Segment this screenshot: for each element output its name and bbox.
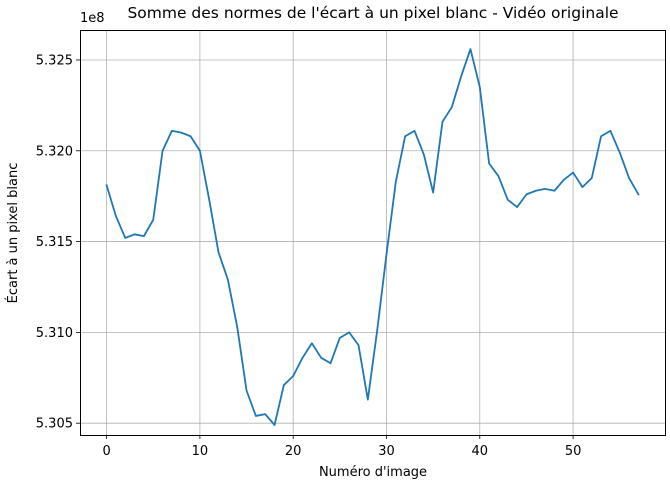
series-line <box>105 48 640 426</box>
y-axis-title: Écart à un pixel blanc <box>5 163 21 304</box>
y-tick-label: 5.325 <box>36 53 73 68</box>
x-tick-label: 50 <box>565 444 582 459</box>
y-axis-ticks: 5.305 5.310 5.315 5.320 5.325 <box>36 53 80 432</box>
chart-title: Somme des normes de l'écart à un pixel b… <box>127 4 618 22</box>
y-tick-label: 5.315 <box>36 235 73 250</box>
x-tick-label: 20 <box>285 444 302 459</box>
x-tick-label: 0 <box>102 444 110 459</box>
x-tick-label: 10 <box>192 444 209 459</box>
x-axis-title: Numéro d'image <box>319 465 427 480</box>
grid-lines <box>80 30 665 435</box>
y-tick-label: 5.320 <box>36 144 73 159</box>
x-tick-label: 40 <box>472 444 489 459</box>
y-tick-label: 5.310 <box>36 326 73 341</box>
plot-frame <box>80 30 666 436</box>
x-tick-label: 30 <box>378 444 395 459</box>
y-offset-label: 1e8 <box>80 11 105 26</box>
y-tick-label: 5.305 <box>36 417 73 432</box>
